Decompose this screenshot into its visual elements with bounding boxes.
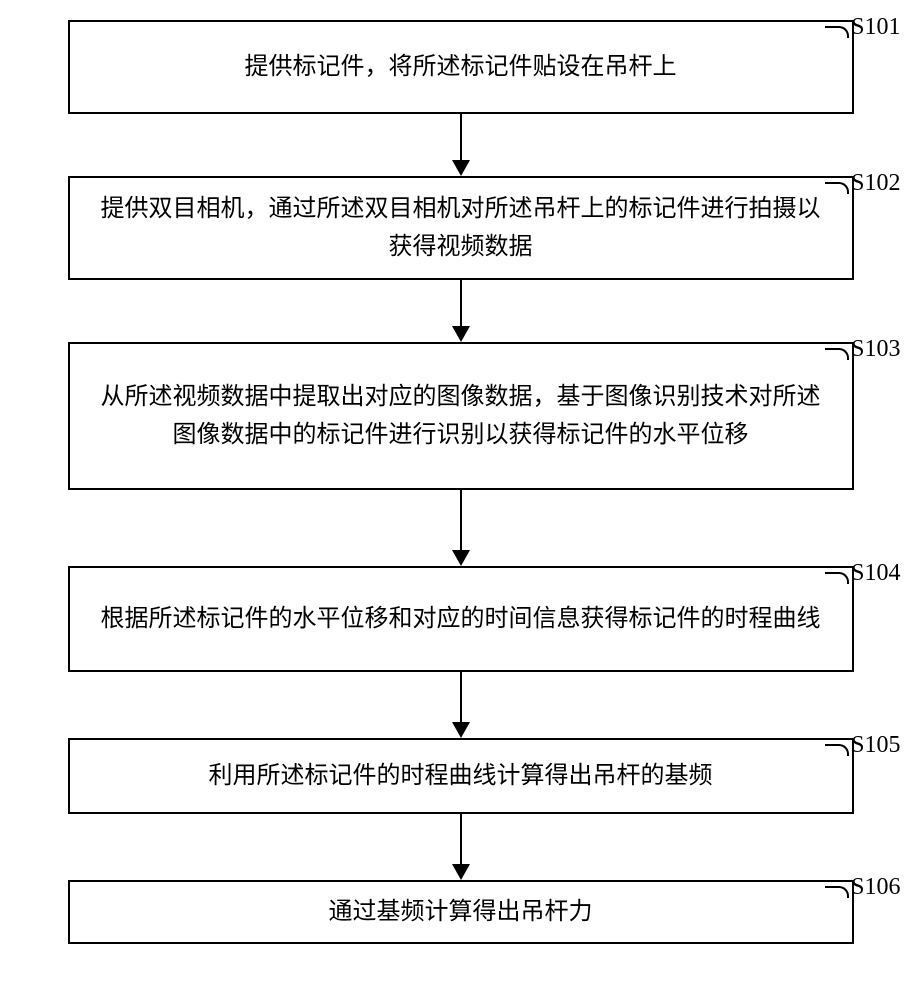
step-label-4: S104 <box>851 560 900 587</box>
step-text-3: 从所述视频数据中提取出对应的图像数据，基于图像识别技术对所述图像数据中的标记件进… <box>90 378 832 455</box>
step-text-5: 利用所述标记件的时程曲线计算得出吊杆的基频 <box>209 757 713 795</box>
arrow-4 <box>452 672 470 738</box>
step-label-6: S106 <box>851 874 900 901</box>
arrow-3 <box>452 490 470 566</box>
step-label-container-6: S106 <box>825 880 900 901</box>
step-row-4: 根据所述标记件的水平位移和对应的时间信息获得标记件的时程曲线 S104 <box>21 566 901 672</box>
step-text-1: 提供标记件，将所述标记件贴设在吊杆上 <box>245 48 677 86</box>
arrow-head-2 <box>452 326 470 342</box>
label-connector-2 <box>825 182 849 194</box>
step-label-1: S101 <box>851 14 900 41</box>
label-connector-3 <box>825 348 849 360</box>
step-box-4: 根据所述标记件的水平位移和对应的时间信息获得标记件的时程曲线 <box>68 566 854 672</box>
arrow-head-5 <box>452 864 470 880</box>
arrow-head-1 <box>452 160 470 176</box>
step-box-6: 通过基频计算得出吊杆力 <box>68 880 854 944</box>
step-box-3: 从所述视频数据中提取出对应的图像数据，基于图像识别技术对所述图像数据中的标记件进… <box>68 342 854 490</box>
arrow-line-2 <box>460 280 462 326</box>
step-label-container-2: S102 <box>825 176 900 197</box>
label-connector-1 <box>825 26 849 38</box>
step-row-1: 提供标记件，将所述标记件贴设在吊杆上 S101 <box>21 20 901 114</box>
step-label-container-4: S104 <box>825 566 900 587</box>
label-connector-4 <box>825 572 849 584</box>
step-text-4: 根据所述标记件的水平位移和对应的时间信息获得标记件的时程曲线 <box>101 600 821 638</box>
step-text-2: 提供双目相机，通过所述双目相机对所述吊杆上的标记件进行拍摄以获得视频数据 <box>90 190 832 267</box>
step-label-5: S105 <box>851 732 900 759</box>
step-label-container-5: S105 <box>825 738 900 759</box>
step-label-container-1: S101 <box>825 20 900 41</box>
flowchart-container: 提供标记件，将所述标记件贴设在吊杆上 S101 提供双目相机，通过所述双目相机对… <box>21 20 901 944</box>
label-connector-5 <box>825 744 849 756</box>
step-box-5: 利用所述标记件的时程曲线计算得出吊杆的基频 <box>68 738 854 814</box>
arrow-5 <box>452 814 470 880</box>
step-box-2: 提供双目相机，通过所述双目相机对所述吊杆上的标记件进行拍摄以获得视频数据 <box>68 176 854 280</box>
step-label-3: S103 <box>851 336 900 363</box>
step-row-3: 从所述视频数据中提取出对应的图像数据，基于图像识别技术对所述图像数据中的标记件进… <box>21 342 901 490</box>
step-text-6: 通过基频计算得出吊杆力 <box>329 893 593 931</box>
arrow-2 <box>452 280 470 342</box>
step-row-2: 提供双目相机，通过所述双目相机对所述吊杆上的标记件进行拍摄以获得视频数据 S10… <box>21 176 901 280</box>
arrow-line-5 <box>460 814 462 864</box>
arrow-1 <box>452 114 470 176</box>
arrow-line-3 <box>460 490 462 550</box>
step-row-5: 利用所述标记件的时程曲线计算得出吊杆的基频 S105 <box>21 738 901 814</box>
arrow-line-1 <box>460 114 462 160</box>
step-label-container-3: S103 <box>825 342 900 363</box>
step-box-1: 提供标记件，将所述标记件贴设在吊杆上 <box>68 20 854 114</box>
step-row-6: 通过基频计算得出吊杆力 S106 <box>21 880 901 944</box>
arrow-line-4 <box>460 672 462 722</box>
arrow-head-4 <box>452 722 470 738</box>
arrow-head-3 <box>452 550 470 566</box>
step-label-2: S102 <box>851 170 900 197</box>
label-connector-6 <box>825 886 849 898</box>
